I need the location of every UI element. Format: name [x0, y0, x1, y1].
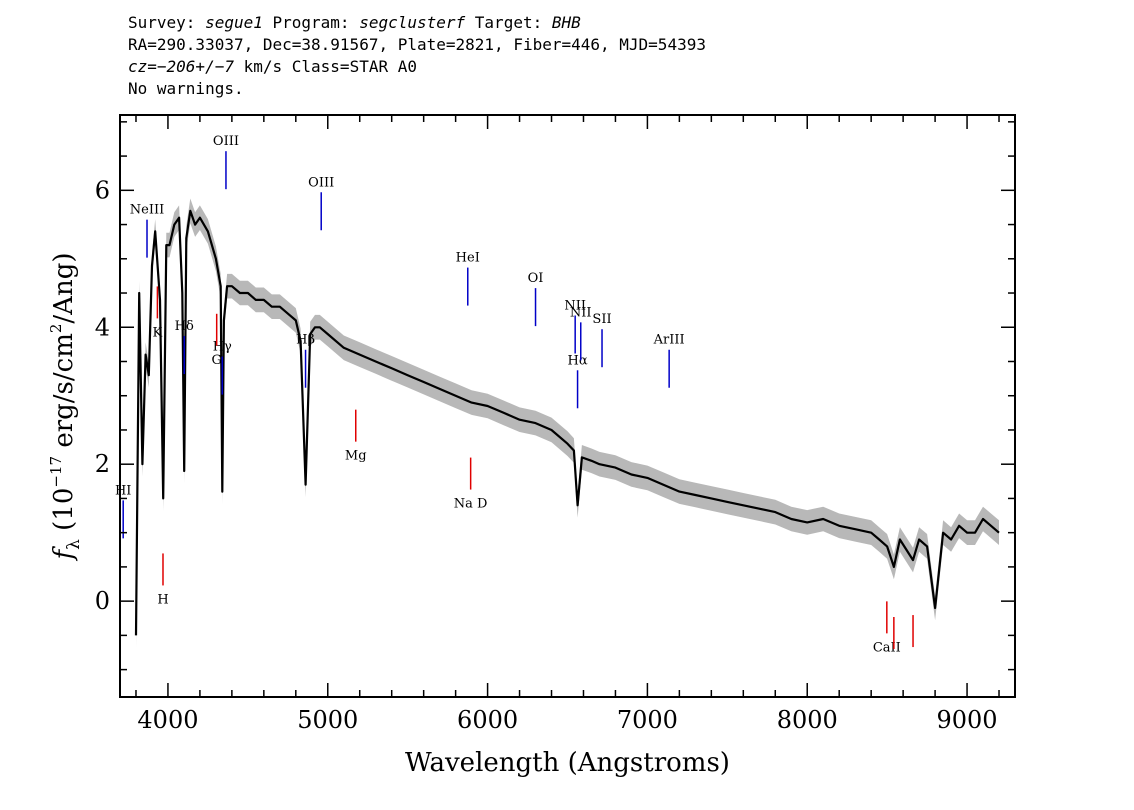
y-axis-open: (10	[49, 488, 79, 540]
flux-line	[134, 209, 1000, 636]
emission-line-label: SII	[592, 312, 611, 327]
flux-series	[134, 209, 1000, 636]
x-tick-label: 9000	[937, 706, 998, 734]
x-axis-title: Wavelength (Angstroms)	[405, 748, 730, 778]
y-axis-exponent: −17	[47, 456, 65, 488]
x-tick-label: 5000	[297, 706, 358, 734]
y-axis-title: fλ (10−17 erg/s/cm2/Ang)	[47, 253, 84, 562]
absorption-line-label: K	[153, 325, 163, 340]
emission-line-label: HeI	[456, 251, 480, 266]
redshift-value: cz=−206+/−7	[128, 57, 234, 76]
header-line-coordinates: RA=290.33037, Dec=38.91567, Plate=2821, …	[128, 35, 706, 54]
spectrum-header: Survey: segue1 Program: segclusterf Targ…	[128, 12, 706, 100]
emission-line-label: NII	[564, 299, 586, 314]
y-tick-label: 4	[95, 313, 110, 341]
absorption-line-label: G	[211, 353, 221, 368]
emission-line-label: OIII	[308, 175, 334, 190]
x-tick-label: 7000	[617, 706, 678, 734]
emission-line-label: Hγ	[213, 340, 232, 355]
emission-line-label: HI	[115, 483, 131, 498]
flux-error-envelope	[136, 198, 999, 648]
emission-line-label: Hα	[568, 353, 588, 368]
header-line-redshift: cz=−206+/−7 km/s Class=STAR A0	[128, 57, 417, 76]
y-axis-close: /Ang)	[49, 253, 79, 324]
emission-line-label: NeIII	[130, 203, 164, 218]
y-axis-subscript: λ	[64, 539, 84, 550]
y-tick-label: 2	[95, 450, 110, 478]
emission-line-label: ArIII	[653, 333, 685, 348]
y-axis-exponent-2: 2	[47, 324, 65, 334]
survey-name: segue1	[205, 13, 263, 32]
absorption-line-label: Mg	[345, 449, 367, 464]
target-name: BHB	[551, 13, 581, 32]
error-envelope-band	[136, 198, 999, 648]
y-axis-mid: erg/s/cm	[49, 333, 79, 456]
header-line-survey: Survey: segue1 Program: segclusterf Targ…	[128, 13, 581, 32]
axis-ticks: 4000 5000 6000 7000 8000 9000 0 2 4 6	[95, 115, 1015, 734]
x-tick-label: 8000	[777, 706, 838, 734]
program-name: segclusterf	[359, 13, 466, 32]
emission-line-label: OIII	[213, 134, 239, 149]
emission-line-label: NII	[570, 305, 592, 320]
y-tick-label: 6	[95, 176, 110, 204]
header-line-warnings: No warnings.	[128, 79, 244, 98]
emission-line-label: Hβ	[296, 333, 315, 348]
emission-line-label: Hδ	[175, 319, 194, 334]
absorption-line-label: H	[157, 592, 168, 607]
absorption-line-label: Na D	[454, 497, 488, 512]
plot-frame	[119, 114, 1016, 698]
x-tick-label: 4000	[137, 706, 198, 734]
emission-line-label: OI	[528, 271, 544, 286]
y-tick-label: 0	[95, 587, 110, 615]
absorption-line-label: CaII	[873, 640, 901, 655]
x-tick-label: 6000	[457, 706, 518, 734]
